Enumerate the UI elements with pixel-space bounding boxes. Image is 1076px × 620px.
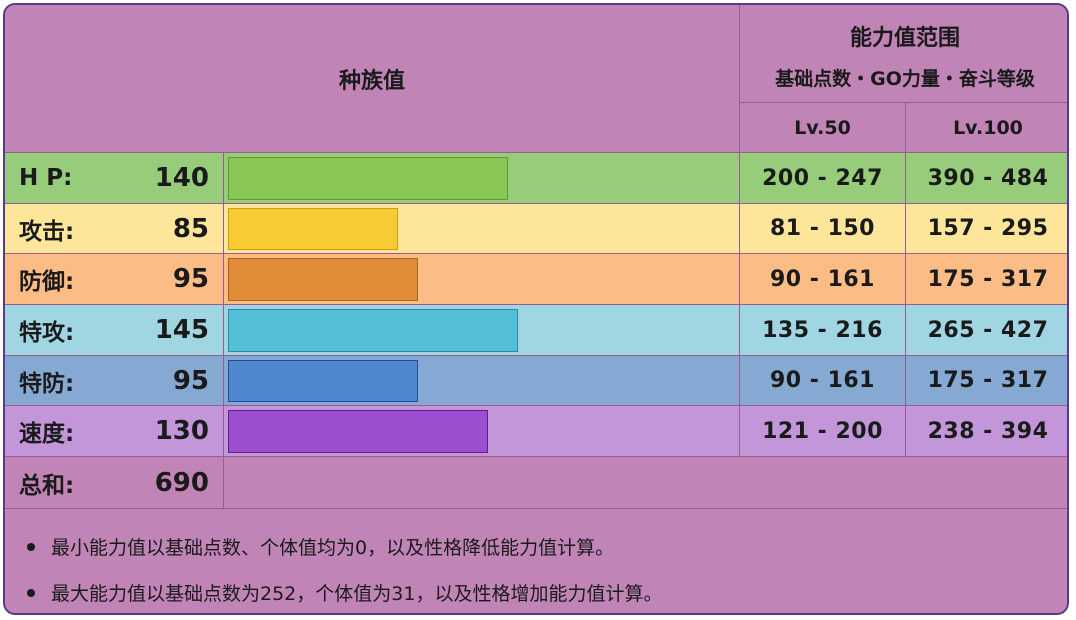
total-label-cell: 总和: 690 (5, 457, 224, 509)
lv100-range: 265 - 427 (906, 305, 1067, 356)
stat-bar-cell (224, 406, 740, 457)
stats-table: 种族值 能力值范围 基础点数・GO力量・奋斗等级 Lv.50 Lv.100 H … (3, 3, 1069, 615)
stat-bar-cell (224, 356, 740, 406)
note-text: 最小能力值以基础点数、个体值均为0，以及性格降低能力值计算。 (51, 537, 615, 559)
lv50-range: 81 - 150 (740, 204, 906, 254)
stat-range-subtitle: 基础点数・GO力量・奋斗等级 (775, 68, 1035, 90)
stat-bar (228, 258, 418, 301)
lv50-header: Lv.50 (740, 103, 906, 153)
note-item: 最小能力值以基础点数、个体值均为0，以及性格降低能力值计算。 (27, 533, 614, 560)
stat-value: 95 (172, 365, 209, 396)
stat-label: 特攻: (19, 320, 75, 346)
stat-bar (228, 360, 418, 402)
lv100-range: 175 - 317 (906, 356, 1067, 406)
stat-label-cell: 防御: 95 (5, 254, 224, 305)
lv50-range: 135 - 216 (740, 305, 906, 356)
stat-label-cell: 特攻: 145 (5, 305, 224, 356)
stat-bar-cell (224, 254, 740, 305)
stat-label: 攻击: (19, 218, 75, 245)
stat-value: 130 (154, 416, 209, 446)
stat-bar (228, 309, 518, 352)
lv100-header: Lv.100 (906, 103, 1067, 153)
stat-label-cell: H P: 140 (5, 153, 224, 204)
lv100-range: 238 - 394 (906, 406, 1067, 457)
total-empty-cell (224, 457, 1067, 509)
lv50-range: 90 - 161 (740, 254, 906, 305)
lv100-range: 390 - 484 (906, 153, 1067, 204)
stat-bar (228, 410, 488, 453)
stat-value: 140 (154, 163, 209, 193)
lv50-range: 121 - 200 (740, 406, 906, 457)
stat-label-cell: 速度: 130 (5, 406, 224, 457)
stat-label: H P: (19, 165, 73, 191)
base-stats-header: 种族值 (5, 5, 740, 153)
bullet-icon (27, 542, 35, 551)
stat-bar (228, 157, 508, 200)
stat-range-header: 能力值范围 基础点数・GO力量・奋斗等级 (740, 5, 1067, 103)
stat-bar (228, 208, 398, 250)
lv50-range: 90 - 161 (740, 356, 906, 406)
bullet-icon (27, 588, 35, 597)
total-label: 总和: (19, 472, 75, 499)
stat-label-cell: 攻击: 85 (5, 204, 224, 254)
stat-label-cell: 特防: 95 (5, 356, 224, 406)
lv100-range: 157 - 295 (906, 204, 1067, 254)
stat-value: 95 (172, 264, 209, 294)
lv50-range: 200 - 247 (740, 153, 906, 204)
note-item: 最大能力值以基础点数为252，个体值为31，以及性格增加能力值计算。 (27, 579, 662, 606)
stat-bar-cell (224, 305, 740, 356)
stat-label: 速度: (19, 421, 75, 447)
stat-value: 85 (172, 213, 209, 244)
stat-value: 145 (154, 315, 209, 345)
stat-bar-cell (224, 153, 740, 204)
notes-section: 最小能力值以基础点数、个体值均为0，以及性格降低能力值计算。 最大能力值以基础点… (5, 509, 1067, 613)
lv100-range: 175 - 317 (906, 254, 1067, 305)
stat-label: 防御: (19, 269, 75, 295)
total-value: 690 (154, 467, 209, 498)
stat-bar-cell (224, 204, 740, 254)
note-text: 最大能力值以基础点数为252，个体值为31，以及性格增加能力值计算。 (51, 583, 663, 605)
stat-label: 特防: (19, 370, 75, 397)
stat-range-title: 能力值范围 (849, 26, 960, 51)
